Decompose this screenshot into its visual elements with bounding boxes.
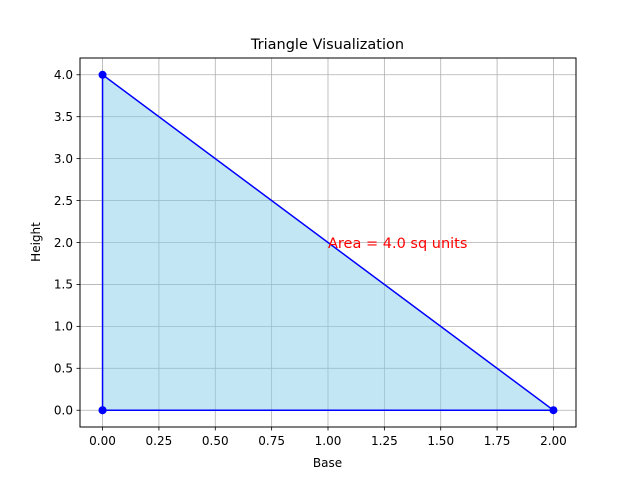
- y-tick-label: 3.0: [54, 152, 73, 166]
- x-axis-ticks: 0.00 0.25 0.50 0.75 1.00 1.25 1.50 1.75 2.00: [89, 427, 567, 448]
- y-tick-label: 3.5: [54, 110, 73, 124]
- x-axis-label: Base: [313, 456, 342, 470]
- x-tick-label: 0.00: [89, 434, 116, 448]
- chart-title: Triangle Visualization: [250, 37, 404, 53]
- annotations: Area = 4.0 sq units: [328, 236, 467, 252]
- y-tick-label: 2.5: [54, 194, 73, 208]
- y-axis-ticks: 0.0 0.5 1.0 1.5 2.0 2.5 3.0 3.5 4.0: [54, 68, 80, 418]
- vertex-point: [549, 406, 558, 415]
- series-layer: [98, 70, 558, 415]
- triangle-outline: [101, 73, 556, 411]
- vertex-point: [98, 406, 107, 415]
- y-tick-label: 1.0: [54, 320, 73, 334]
- y-tick-label: 4.0: [54, 68, 73, 82]
- y-tick-label: 2.0: [54, 236, 73, 250]
- y-tick-label: 1.5: [54, 278, 73, 292]
- x-tick-label: 0.50: [202, 434, 229, 448]
- x-tick-label: 0.75: [258, 434, 285, 448]
- x-tick-label: 1.50: [427, 434, 454, 448]
- vertex-point: [98, 70, 107, 79]
- x-tick-label: 1.75: [484, 434, 511, 448]
- y-tick-label: 0.5: [54, 362, 73, 376]
- x-tick-label: 0.25: [146, 434, 173, 448]
- x-tick-label: 2.00: [540, 434, 567, 448]
- y-tick-label: 0.0: [54, 404, 73, 418]
- y-axis-label: Height: [29, 222, 43, 262]
- x-tick-label: 1.00: [315, 434, 342, 448]
- area-annotation: Area = 4.0 sq units: [328, 236, 467, 252]
- x-tick-label: 1.25: [371, 434, 398, 448]
